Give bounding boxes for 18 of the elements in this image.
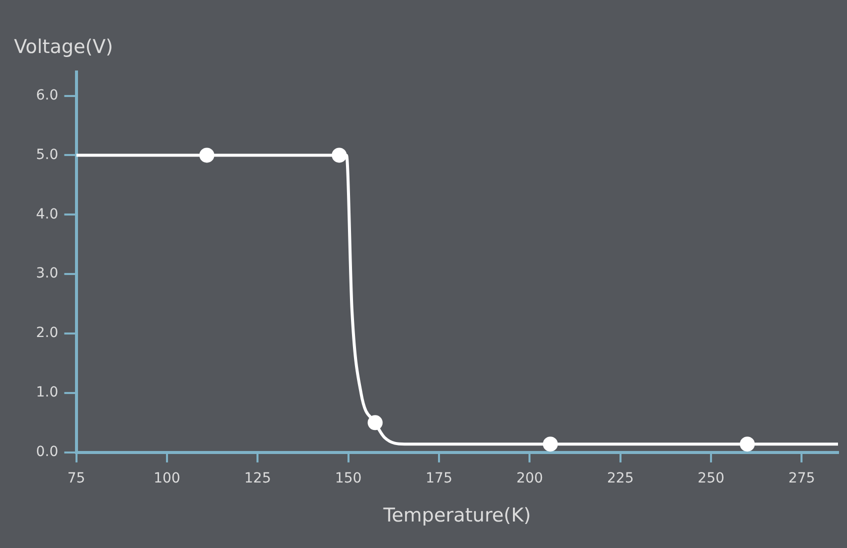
y-tick-label: 2.0 — [36, 325, 58, 342]
x-tick-label: 175 — [426, 470, 452, 486]
y-tick-label: 4.0 — [36, 206, 58, 222]
y-tick-label: 5.0 — [36, 146, 58, 163]
y-tick-label: 0.0 — [36, 444, 58, 460]
y-axis-title: Voltage(V) — [14, 36, 114, 58]
x-tick-label: 75 — [67, 470, 86, 486]
x-tick-label: 250 — [698, 470, 724, 486]
x-tick-label: 100 — [154, 470, 180, 486]
x-tick-label: 225 — [606, 470, 634, 486]
x-tick-label: 150 — [334, 470, 362, 486]
x-tick-label: 200 — [516, 470, 544, 486]
y-tick-label: 6.0 — [36, 87, 58, 104]
x-tick-label: 125 — [244, 470, 271, 486]
x-tick-label: 275 — [788, 470, 816, 486]
y-tick-label: 1.0 — [36, 384, 58, 401]
x-axis-title: Temperature(K) — [382, 504, 531, 527]
y-tick-label: 3.0 — [36, 266, 58, 282]
